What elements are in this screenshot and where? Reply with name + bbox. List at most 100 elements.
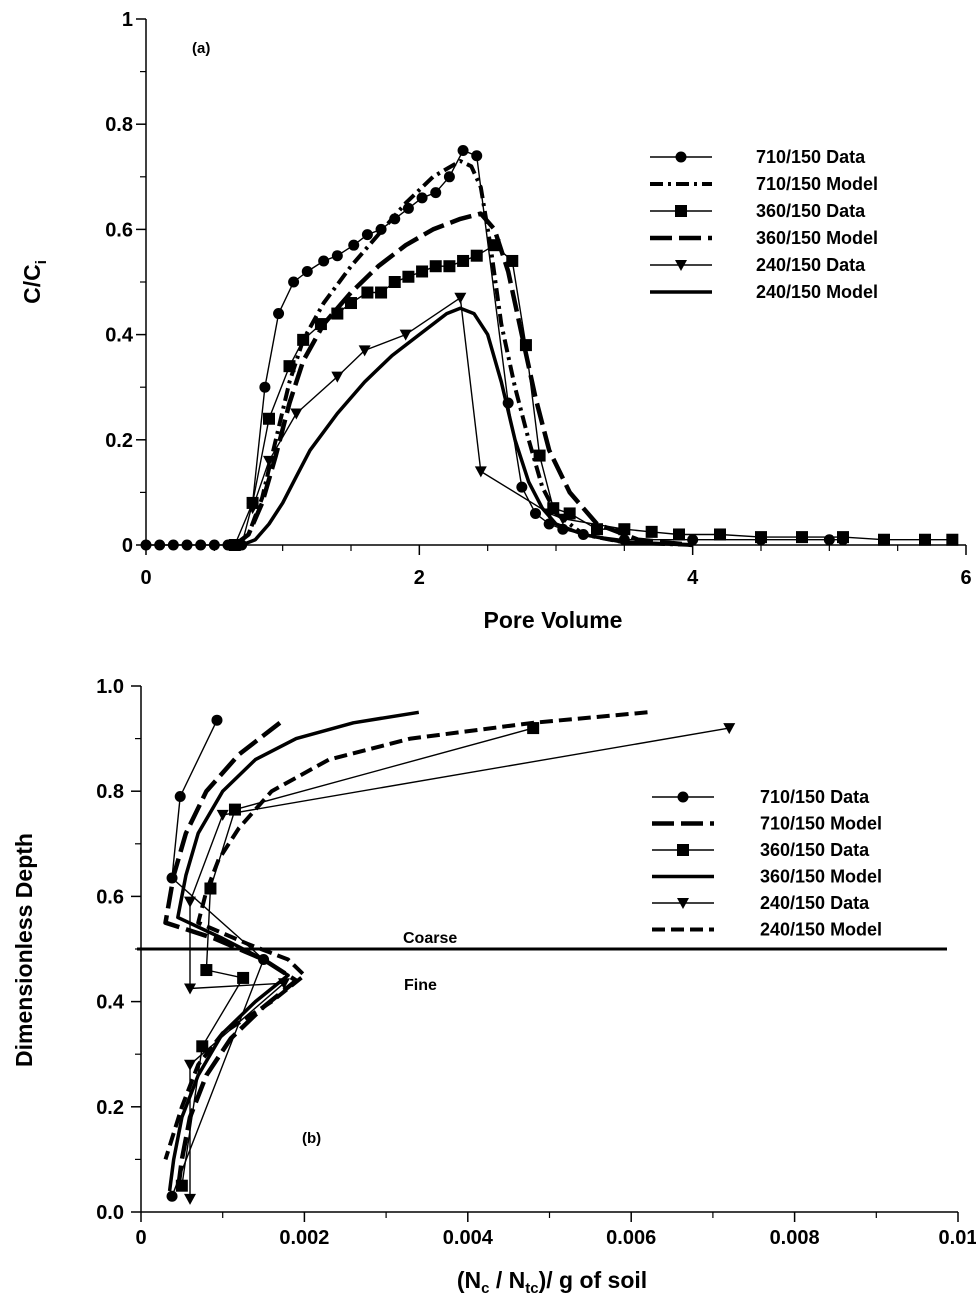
- chart-b-legend-label: 710/150 Data: [760, 787, 870, 807]
- chart-a-series-3-point: [361, 286, 374, 299]
- chart-b-xlabel-part-3: )/ g of soil: [539, 1267, 648, 1293]
- chart-b-legend-marker: [677, 844, 689, 856]
- chart-a-series-3-point: [457, 254, 470, 267]
- chart-a-series-4-line: [233, 211, 693, 548]
- chart-a-ylabel: C/Ci: [19, 260, 50, 304]
- chart-b-series-3: [175, 722, 540, 1192]
- chart-a-series-3-point: [878, 533, 890, 546]
- chart-b-x-tick-label: 0.006: [606, 1227, 656, 1249]
- chart-a-legend-label: 710/150 Model: [756, 174, 878, 194]
- chart-a-series-1-point: [457, 145, 469, 156]
- chart-b-xlabel-sub-2: tc: [525, 1280, 538, 1297]
- chart-b-x-tick-label: 0.008: [770, 1227, 820, 1249]
- chart-b-series-2-line: [163, 721, 299, 1192]
- chart-a-series-3-point: [416, 265, 429, 278]
- chart-b-series-5-point: [184, 1193, 197, 1205]
- chart-a-series-3-point: [470, 249, 483, 262]
- chart-a-legend-label: 360/150 Model: [756, 228, 878, 248]
- chart-a-series-3-point: [443, 260, 456, 273]
- chart-b-y-tick-label: 0.4: [96, 992, 125, 1014]
- chart-a-series-4: [233, 211, 693, 548]
- chart-a-y-tick-label: 0: [122, 535, 133, 557]
- chart-b-legend-marker: [677, 898, 689, 909]
- chart-a-series-1-point: [318, 255, 330, 267]
- chart-b-series-3-point: [237, 971, 250, 984]
- chart-a-series-3-point: [837, 531, 849, 544]
- chart-a-series-1-point: [259, 381, 271, 393]
- chart-a-series-3-point: [591, 523, 603, 536]
- chart-a-xlabel: Pore Volume: [484, 607, 623, 633]
- chart-b-series-5-point: [216, 809, 229, 821]
- chart-b-legend-label: 360/150 Model: [760, 867, 882, 887]
- chart-a-legend-label: 240/150 Model: [756, 282, 878, 302]
- chart-b-series-6-line: [163, 710, 648, 1160]
- chart-b-series-1-line: [171, 719, 265, 1197]
- chart-b-y-tick-label: 0.8: [96, 781, 124, 803]
- chart-a-series-2: [233, 159, 693, 547]
- chart-b-series-1-point: [166, 1190, 178, 1202]
- chart-a-series-3-point: [755, 531, 767, 544]
- chart-a-series-5-point: [331, 371, 344, 383]
- chart-a-series-1-point: [288, 276, 300, 288]
- chart-a-x-tick-label: 0: [140, 567, 151, 589]
- chart-a-tick-labels: 0 0.2 0.4 0.6 0.8 1 0 2 4 6: [105, 9, 971, 589]
- chart-b-legend-label: 360/150 Data: [760, 840, 870, 860]
- chart-b-xlabel-part-1: (N: [457, 1267, 481, 1293]
- chart-b-legend-item: 240/150 Model: [652, 920, 882, 940]
- chart-b-xlabel-part-2: / N: [489, 1267, 525, 1293]
- chart-b-y-tick-label: 0.6: [96, 886, 124, 908]
- chart-a-series-5-point: [454, 292, 467, 304]
- chart-b-legend-item: 360/150 Model: [652, 867, 882, 887]
- chart-b-series-5-point: [184, 983, 197, 995]
- chart-a-series-5-point: [246, 503, 259, 515]
- chart-a-series-1-point: [331, 250, 343, 262]
- chart-a-ylabel-main: C/C: [19, 264, 45, 304]
- chart-a-series-5-point: [474, 466, 487, 478]
- chart-b-series-5-point: [184, 1059, 197, 1071]
- chart-a-series-3-point: [533, 449, 546, 462]
- chart-a-legend-item: 710/150 Model: [650, 174, 878, 194]
- chart-a-series-3-point: [429, 260, 442, 273]
- chart-a-legend-marker: [675, 205, 687, 217]
- chart-b-series-5-point: [184, 896, 197, 908]
- chart-b-legend-label: 240/150 Data: [760, 893, 870, 913]
- chart-a-series-6-line: [241, 306, 693, 547]
- chart-b-axes: [131, 685, 959, 1222]
- chart-a-x-tick-label: 4: [687, 567, 699, 589]
- chart-a-series-1-point: [430, 187, 442, 199]
- chart-a-series-3-point: [796, 531, 808, 544]
- chart-a-series-3-point: [946, 533, 959, 546]
- chart-a-series-1-point: [273, 308, 285, 320]
- chart-a-series-1-point: [375, 223, 387, 235]
- chart-b-legend-item: 710/150 Data: [652, 787, 870, 807]
- chart-b-legend-label: 240/150 Model: [760, 920, 882, 940]
- chart-b-series-3-point: [196, 1040, 209, 1053]
- chart-a-series-3-point: [402, 270, 415, 283]
- chart-a-legend-item: 360/150 Data: [650, 201, 866, 221]
- chart-a-series-1-point: [443, 171, 455, 183]
- chart-a-series-3-point: [331, 307, 344, 320]
- chart-b-series-4-line: [167, 710, 420, 1192]
- chart-b-x-tick-label: 0: [135, 1227, 146, 1249]
- chart-a-series-1: [140, 145, 849, 551]
- chart-b-x-tick-label: 0.01: [939, 1227, 976, 1249]
- chart-b-legend: 710/150 Data 710/150 Model 360/150 Data 360…: [652, 787, 882, 940]
- chart-a-legend-item: 710/150 Data: [650, 147, 866, 167]
- chart-a-y-tick-label: 0.8: [105, 114, 133, 136]
- chart-a-axes: [136, 18, 967, 555]
- chart-a-series-5-point: [618, 524, 631, 536]
- chart-a-series-6: [241, 306, 693, 547]
- chart-a-series-1-point: [471, 150, 483, 162]
- chart-a-legend-item: 360/150 Model: [650, 228, 878, 248]
- chart-a-series-3-point: [506, 254, 519, 267]
- chart-b-series-5-point: [277, 978, 290, 990]
- chart-a-y-tick-label: 0.4: [105, 325, 134, 347]
- chart-b-legend-item: 240/150 Data: [652, 893, 870, 913]
- chart-b-legend-label: 710/150 Model: [760, 814, 882, 834]
- chart-b-series-1-point: [211, 714, 223, 726]
- chart-b-series-3-point: [175, 1179, 188, 1192]
- chart-b-series: [137, 710, 947, 1205]
- chart-a-legend-item: 240/150 Model: [650, 282, 878, 302]
- chart-b-series-1-point: [174, 790, 186, 802]
- chart-a-series-3-point: [645, 525, 658, 538]
